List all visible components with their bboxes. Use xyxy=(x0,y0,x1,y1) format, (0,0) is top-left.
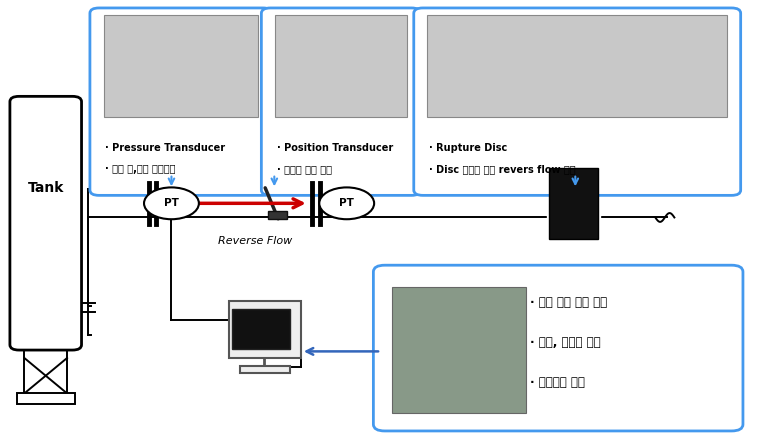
Bar xyxy=(275,15,407,117)
FancyBboxPatch shape xyxy=(261,8,421,195)
Bar xyxy=(229,301,301,358)
Bar xyxy=(549,168,598,239)
Circle shape xyxy=(144,187,199,219)
Text: Reverse Flow: Reverse Flow xyxy=(218,236,293,246)
FancyBboxPatch shape xyxy=(414,8,741,195)
Bar xyxy=(17,393,75,404)
FancyBboxPatch shape xyxy=(373,265,743,431)
FancyBboxPatch shape xyxy=(10,96,82,350)
Text: · Rupture Disc: · Rupture Disc xyxy=(429,143,507,153)
Text: Tank: Tank xyxy=(27,181,64,195)
Text: · Disc 파괴에 의한 revers flow 발생: · Disc 파괴에 의한 revers flow 발생 xyxy=(429,164,575,174)
Text: · Pressure Transducer: · Pressure Transducer xyxy=(105,143,226,153)
Text: · 밸브 진단 계측 장비: · 밸브 진단 계측 장비 xyxy=(530,296,607,309)
Text: · 압력, 피스톤 변위: · 압력, 피스톤 변위 xyxy=(530,336,600,349)
Text: · 밸브 전,후단 압력측정: · 밸브 전,후단 압력측정 xyxy=(105,164,176,174)
Bar xyxy=(427,15,727,117)
Bar xyxy=(240,366,290,373)
Text: · Position Transducer: · Position Transducer xyxy=(277,143,393,153)
FancyBboxPatch shape xyxy=(90,8,272,195)
Bar xyxy=(232,309,290,349)
Circle shape xyxy=(319,187,374,219)
Text: · 피스톤 변위 측정: · 피스톤 변위 측정 xyxy=(277,164,331,174)
Text: PT: PT xyxy=(164,198,179,208)
Text: PT: PT xyxy=(339,198,354,208)
Text: · 닫힘시간 측정: · 닫힘시간 측정 xyxy=(530,376,584,389)
Bar xyxy=(268,211,287,219)
Bar xyxy=(104,15,258,117)
Bar xyxy=(392,287,526,413)
